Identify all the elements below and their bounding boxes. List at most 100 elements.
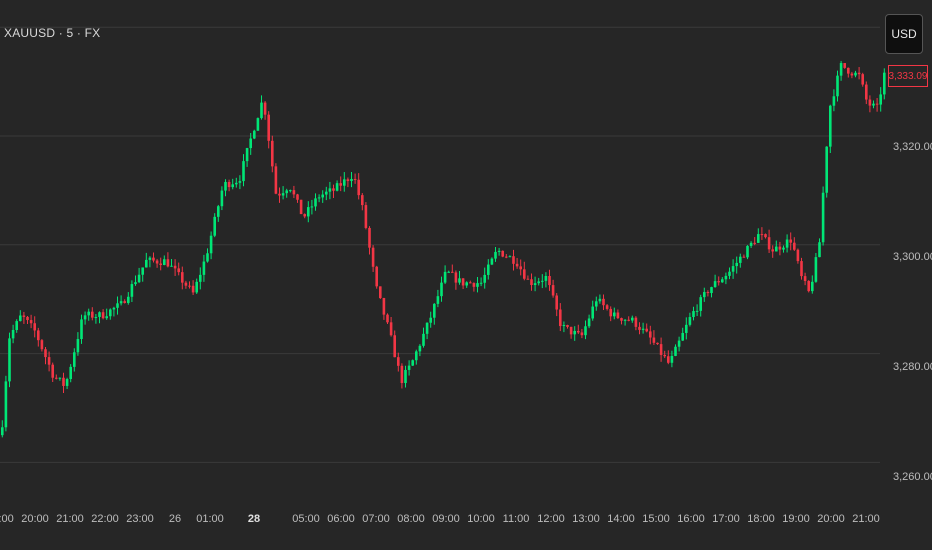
candle-down [771, 245, 774, 258]
candle-up [465, 281, 468, 288]
candle-up [443, 265, 447, 285]
candle-down [793, 237, 796, 251]
x-tick-label: 16:00 [677, 513, 705, 525]
candle-down [501, 250, 504, 258]
candle-down [868, 95, 872, 113]
candle-up [436, 289, 440, 308]
candle-up [235, 177, 238, 188]
x-tick-label: 06:00 [327, 513, 355, 525]
candle-down [55, 374, 58, 380]
candle-up [170, 258, 173, 267]
candle-up [256, 117, 260, 131]
candle-up [591, 300, 594, 321]
candle-up [854, 70, 857, 78]
candle-up [479, 277, 483, 287]
candle-up [728, 267, 731, 280]
candle-down [649, 325, 652, 345]
candle-down [505, 253, 508, 259]
candle-down [353, 173, 357, 184]
x-tick-label: 12:00 [537, 513, 565, 525]
candle-down [62, 372, 65, 393]
candle-down [26, 315, 29, 324]
candle-up [116, 296, 119, 315]
candle-up [814, 252, 818, 283]
candle-down [166, 252, 170, 268]
candle-up [440, 276, 443, 302]
candle-down [663, 350, 666, 359]
candle-up [134, 275, 137, 286]
candle-up [641, 322, 645, 334]
candle-up [94, 313, 98, 324]
x-tick-label: 11:00 [502, 513, 530, 525]
candle-up [735, 256, 738, 274]
candle-down [559, 303, 562, 332]
candle-down [760, 227, 764, 240]
candle-down [656, 342, 659, 345]
candle-down [397, 352, 400, 372]
candle-down [515, 257, 519, 269]
candle-up [317, 194, 321, 203]
x-tick-label: 05:00 [292, 513, 320, 525]
candle-down [400, 363, 404, 389]
candle-down [364, 202, 368, 230]
candle-down [569, 326, 573, 339]
candle-down [634, 316, 638, 331]
x-tick-label: 07:00 [362, 513, 390, 525]
candle-down [40, 339, 44, 352]
candle-up [328, 181, 332, 200]
candle-up [119, 295, 123, 306]
candle-up [112, 306, 116, 317]
candle-up [422, 327, 425, 348]
candlestick-series [1, 60, 886, 438]
candle-down [389, 316, 393, 337]
candle-down [796, 248, 800, 264]
candle-down [29, 314, 33, 329]
candle-down [267, 111, 270, 149]
candle-down [555, 293, 558, 317]
candle-down [580, 328, 584, 339]
candle-up [458, 271, 461, 285]
candle-down [37, 327, 40, 347]
candle-up [487, 259, 490, 280]
candle-up [217, 204, 220, 222]
x-tick-label: 20:00 [817, 513, 845, 525]
candle-up [253, 129, 256, 140]
x-tick-label: 18:00 [747, 513, 775, 525]
candle-down [512, 249, 515, 271]
candle-up [785, 234, 789, 253]
candle-up [127, 292, 130, 305]
candle-up [404, 365, 407, 388]
candle-down [296, 193, 299, 203]
candle-down [33, 316, 36, 338]
x-tick-label: 22:00 [91, 513, 119, 525]
candle-up [746, 245, 749, 260]
candle-up [83, 311, 87, 325]
candle-up [343, 172, 346, 192]
candle-down [706, 290, 710, 297]
candle-up [584, 320, 587, 340]
candle-up [429, 311, 432, 328]
candle-down [361, 193, 364, 211]
candle-up [692, 306, 695, 321]
y-tick-label: 3,320.00 [893, 141, 932, 153]
candle-down [800, 257, 803, 280]
candle-up [879, 87, 882, 112]
candle-up [87, 308, 90, 321]
candle-up [713, 274, 717, 288]
candle-down [386, 313, 389, 324]
candle-up [19, 310, 22, 322]
candle-down [577, 324, 580, 335]
candle-down [530, 273, 533, 291]
candle-down [602, 294, 605, 311]
candle-up [710, 286, 713, 298]
candle-up [4, 375, 8, 432]
candle-up [289, 189, 292, 193]
currency-button[interactable]: USD [885, 14, 923, 54]
candle-up [285, 188, 288, 198]
x-tick-label: 13:00 [572, 513, 600, 525]
x-tick-label: 19:00 [782, 513, 810, 525]
candle-down [767, 229, 771, 253]
y-tick-label: 3,300.00 [893, 251, 932, 263]
candle-down [843, 63, 846, 69]
